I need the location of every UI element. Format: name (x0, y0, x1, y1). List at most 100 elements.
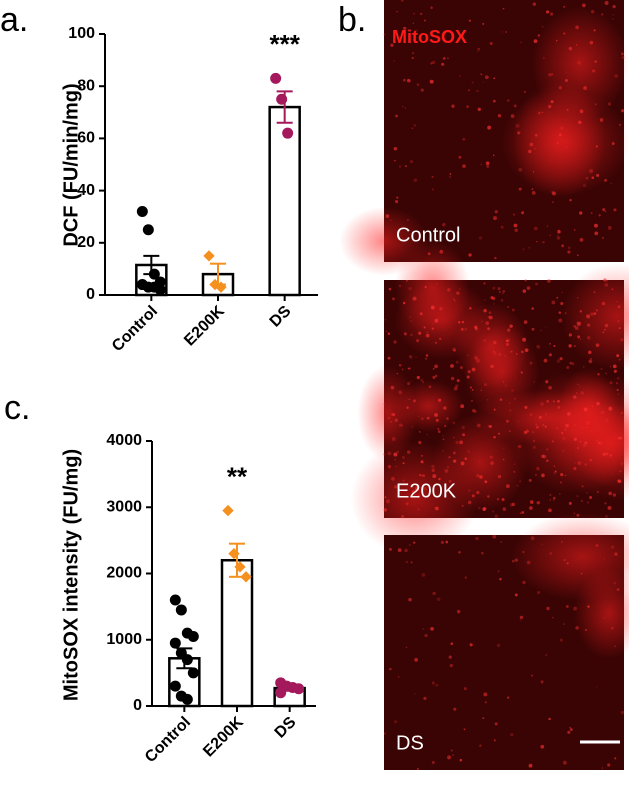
texture (565, 423, 569, 428)
texture (590, 312, 594, 316)
texture (493, 739, 496, 742)
texture (432, 375, 436, 380)
texture (408, 286, 412, 291)
texture (395, 114, 398, 118)
texture (505, 339, 509, 343)
texture (505, 419, 509, 423)
texture (531, 307, 534, 310)
texture (608, 491, 612, 496)
texture (450, 364, 454, 368)
texture (422, 474, 425, 478)
texture (614, 645, 616, 648)
texture (524, 348, 529, 353)
texture (404, 165, 408, 168)
texture (615, 382, 619, 385)
texture (419, 12, 423, 16)
texture (445, 540, 449, 544)
texture (581, 3, 586, 8)
texture (383, 508, 388, 512)
texture (620, 52, 624, 56)
texture (510, 733, 514, 737)
texture (596, 173, 600, 177)
texture (442, 435, 444, 437)
texture (426, 416, 430, 420)
texture (534, 133, 538, 137)
texture (484, 701, 487, 704)
texture (513, 470, 516, 473)
texture (566, 108, 569, 111)
texture (492, 534, 497, 539)
texture (490, 461, 494, 465)
texture (549, 234, 552, 237)
texture (590, 9, 595, 14)
texture (614, 552, 618, 556)
texture (422, 380, 425, 384)
texture (576, 392, 578, 394)
texture (483, 339, 487, 342)
texture (487, 399, 489, 401)
texture (524, 405, 528, 409)
texture (595, 309, 598, 312)
texture (573, 324, 577, 328)
texture (406, 450, 411, 454)
texture (512, 213, 516, 216)
texture (499, 398, 503, 401)
texture (604, 178, 608, 182)
texture (487, 125, 492, 130)
texture (558, 86, 562, 90)
texture (603, 278, 607, 282)
texture (531, 188, 534, 190)
texture (573, 437, 577, 441)
texture (471, 400, 473, 402)
texture (610, 473, 612, 475)
texture (604, 323, 609, 328)
texture (393, 147, 398, 151)
y-tick-label: 60 (77, 130, 95, 147)
texture (498, 352, 502, 357)
texture (420, 88, 424, 92)
texture (432, 413, 529, 513)
texture (522, 550, 525, 554)
texture (498, 432, 501, 435)
data-point (136, 205, 148, 217)
texture (617, 393, 620, 395)
texture (579, 109, 584, 114)
texture (549, 499, 551, 501)
texture (425, 333, 430, 338)
texture (423, 696, 427, 700)
texture (452, 347, 456, 352)
texture (531, 327, 535, 331)
texture (596, 686, 598, 688)
texture (487, 315, 491, 319)
texture (488, 315, 493, 320)
texture (408, 367, 411, 370)
texture (424, 633, 428, 638)
texture (529, 142, 534, 147)
texture (599, 441, 603, 446)
texture (614, 757, 617, 760)
texture (620, 462, 624, 466)
texture (567, 730, 571, 734)
texture (458, 155, 462, 159)
texture (564, 78, 568, 82)
texture (387, 451, 392, 456)
texture (400, 0, 404, 2)
texture (578, 120, 582, 125)
texture (597, 441, 601, 444)
texture (477, 50, 479, 52)
texture (604, 502, 607, 505)
texture (411, 380, 413, 383)
texture (467, 450, 470, 453)
texture (513, 463, 516, 465)
texture (541, 454, 545, 458)
texture (426, 331, 428, 333)
texture (559, 357, 563, 361)
texture (450, 749, 453, 752)
texture (494, 210, 498, 214)
texture (502, 507, 507, 511)
texture (488, 424, 492, 428)
texture (398, 676, 400, 678)
texture (620, 481, 622, 483)
texture (593, 223, 598, 228)
texture (524, 279, 527, 282)
